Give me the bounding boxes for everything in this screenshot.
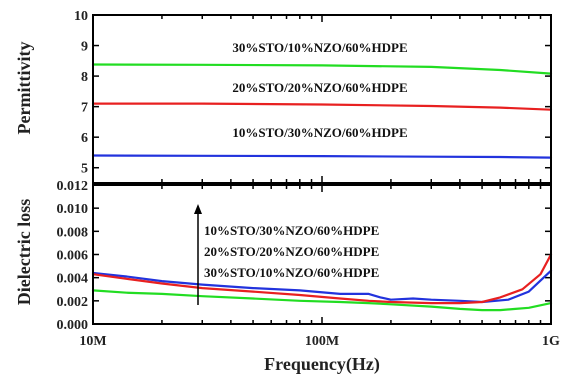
dielectric-loss-series-line <box>91 289 553 312</box>
dielectric-loss-series-line <box>91 253 553 305</box>
permittivity-y-tick-label: 8 <box>81 70 88 85</box>
dielectric-loss-frame <box>92 184 552 325</box>
dielectric-loss-axis-title: Dielectric loss <box>14 199 34 305</box>
x-tick-label: 1G <box>542 334 560 349</box>
dielectric-loss-y-tick-label: 0.006 <box>57 249 89 264</box>
permittivity-series-annotation: 30%STO/10%NZO/60%HDPE <box>232 40 407 55</box>
permittivity-series-line <box>91 102 553 111</box>
permittivity-series-annotation: 10%STO/30%NZO/60%HDPE <box>232 125 407 140</box>
permittivity-y-tick-label: 9 <box>81 40 88 55</box>
dielectric-loss-series-annotation: 30%STO/10%NZO/60%HDPE <box>204 265 379 280</box>
permittivity-y-tick-label: 5 <box>81 162 88 177</box>
dielectric-loss-y-tick-label: 0.002 <box>57 295 89 310</box>
dielectric-loss-series-line <box>91 269 553 304</box>
dielectric-loss-series-annotation: 20%STO/20%NZO/60%HDPE <box>204 244 379 259</box>
x-axis-title: Frequency(Hz) <box>264 354 380 375</box>
permittivity-panel: 5 6 7 8 9 10 30%STO/10%NZO/60%HDPE 20%STO/20%NZ… <box>74 9 553 184</box>
x-tick-label: 100M <box>305 334 339 349</box>
dielectric-loss-panel: 0.000 0.002 0.004 0.006 0.008 0.010 0.012 10M 10… <box>57 179 561 349</box>
dielectric-loss-y-tick-label: 0.010 <box>57 202 89 217</box>
trend-arrow-head <box>194 204 202 214</box>
dielectric-loss-y-tick-label: 0.004 <box>57 272 89 287</box>
dielectric-loss-y-tick-label: 0.012 <box>57 179 89 194</box>
dielectric-loss-series-annotation: 10%STO/30%NZO/60%HDPE <box>204 223 379 238</box>
permittivity-series-line <box>91 154 553 159</box>
plots: 5 6 7 8 9 10 30%STO/10%NZO/60%HDPE 20%STO/20%NZ… <box>57 9 561 349</box>
dielectric-loss-y-tick-label: 0.008 <box>57 225 89 240</box>
permittivity-series-annotation: 20%STO/20%NZO/60%HDPE <box>232 80 407 95</box>
permittivity-y-tick-label: 10 <box>74 9 88 24</box>
permittivity-frame <box>92 14 552 184</box>
permittivity-series-line <box>91 63 553 75</box>
permittivity-y-tick-label: 6 <box>81 131 88 146</box>
dielectric-loss-y-tick-label: 0.000 <box>57 318 89 333</box>
permittivity-axis-title: Permittivity <box>14 42 34 135</box>
x-tick-label: 10M <box>79 334 106 349</box>
permittivity-y-tick-label: 7 <box>81 101 88 116</box>
